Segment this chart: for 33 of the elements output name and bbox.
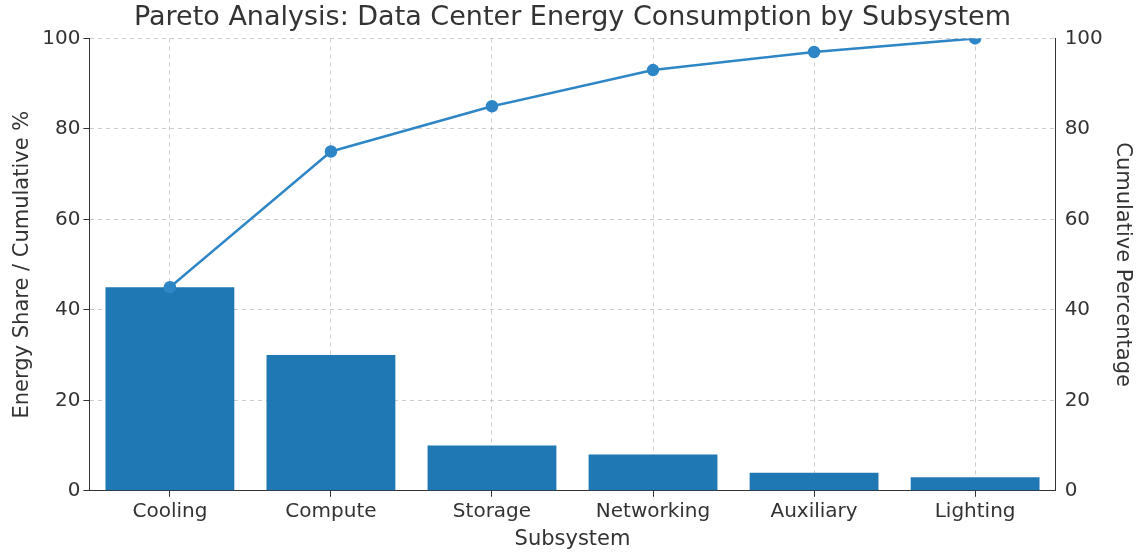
bar xyxy=(427,445,557,491)
chart-title: Pareto Analysis: Data Center Energy Consumption by Subsystem xyxy=(133,0,1012,32)
y2-tick-label: 20 xyxy=(1064,386,1091,411)
point xyxy=(807,45,821,59)
x-tick-label: Auxiliary xyxy=(770,498,858,522)
point xyxy=(324,145,338,158)
point xyxy=(646,63,660,77)
bar xyxy=(910,477,1040,491)
x-tick-label: Cooling xyxy=(132,498,208,522)
y-axis-title: Energy Share / Cumulative % xyxy=(9,110,34,419)
x-tick-label: Lighting xyxy=(934,498,1016,522)
x-axis-title: Subsystem xyxy=(514,525,631,550)
y-tick-label: 100 xyxy=(42,24,81,49)
bar xyxy=(588,454,718,491)
y-tick-label: 20 xyxy=(54,386,81,411)
y2-tick-label: 80 xyxy=(1064,115,1091,140)
bar xyxy=(749,472,879,491)
x-tick-label: Storage xyxy=(452,498,532,522)
y-tick-label: 0 xyxy=(67,477,81,501)
y2-tick-label: 60 xyxy=(1064,205,1091,230)
y2-tick-label: 100 xyxy=(1064,24,1103,49)
x-tick-label: Networking xyxy=(595,498,711,522)
bar xyxy=(266,355,396,491)
y2-axis-title: Cumulative Percentage xyxy=(1111,142,1136,387)
bar xyxy=(105,287,235,491)
point xyxy=(163,280,177,294)
y2-tick-label: 40 xyxy=(1064,296,1091,321)
y-tick-label: 40 xyxy=(54,296,81,321)
point xyxy=(485,100,499,113)
y2-tick-label: 0 xyxy=(1064,477,1078,501)
x-tick-label: Compute xyxy=(285,498,377,522)
y-tick-label: 60 xyxy=(54,205,81,230)
y-tick-label: 80 xyxy=(54,115,81,140)
